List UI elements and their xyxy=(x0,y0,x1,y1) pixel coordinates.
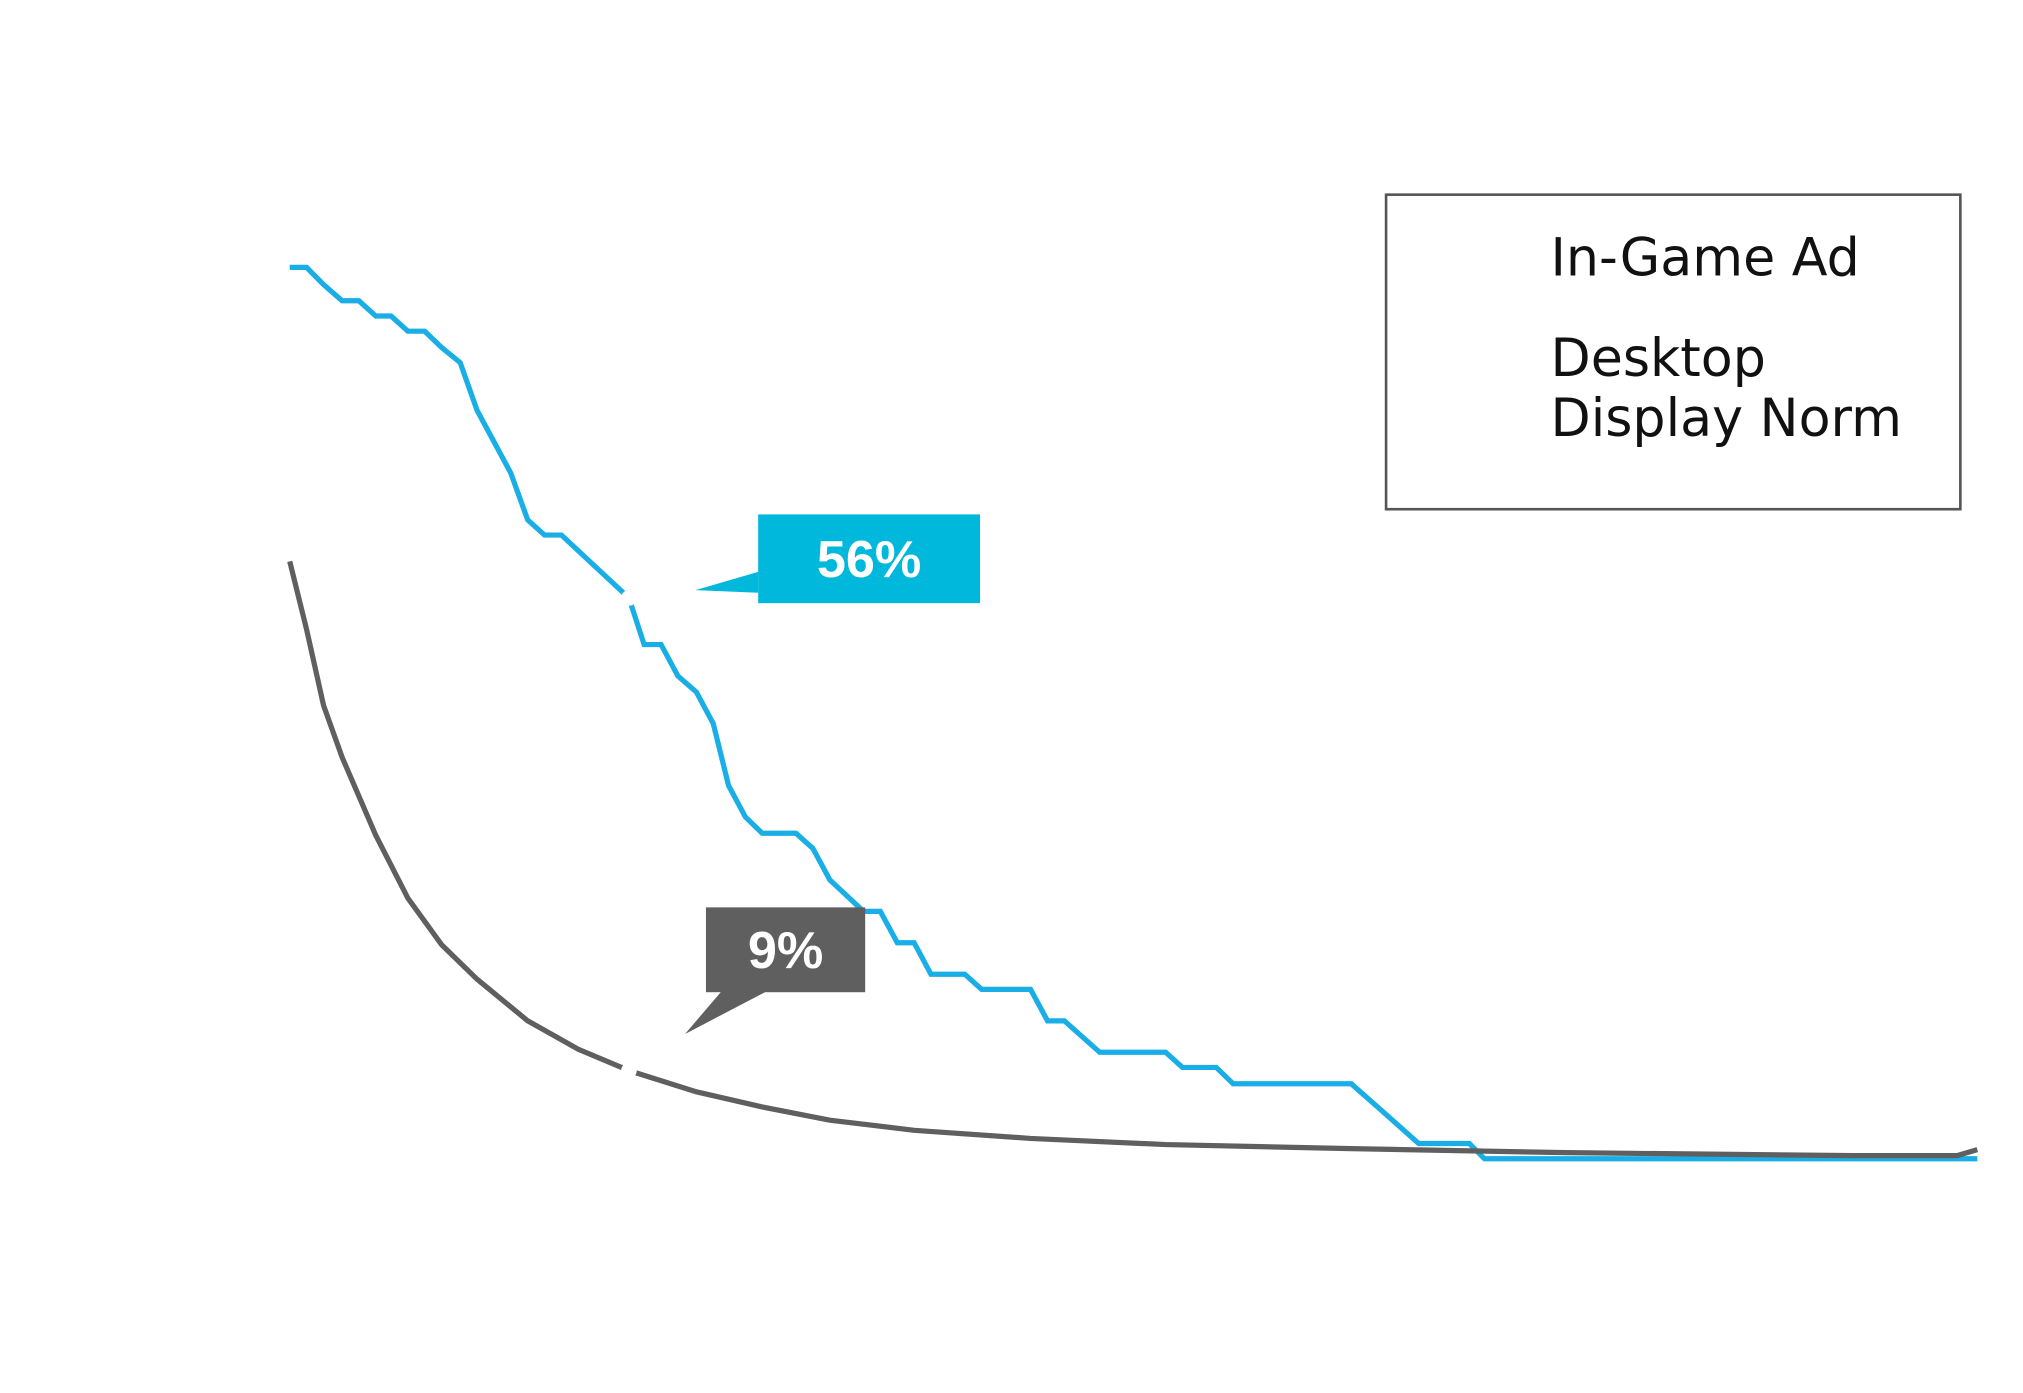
callout-gap xyxy=(621,1062,637,1079)
callout-box xyxy=(705,907,866,993)
callout-box xyxy=(758,514,981,604)
callout-stem xyxy=(695,571,759,593)
series-line xyxy=(287,560,1979,1159)
legend-box xyxy=(1384,193,1962,511)
callout-stem xyxy=(685,989,770,1034)
legend-item: Desktop Display Norm xyxy=(1550,329,1902,450)
callout-gap xyxy=(621,590,637,606)
series-line xyxy=(289,264,1978,1162)
legend-label: Desktop Display Norm xyxy=(1550,329,1902,450)
legend-item: In-Game Ad xyxy=(1550,228,1860,289)
legend-label: In-Game Ad xyxy=(1550,228,1860,289)
callout-label: 9% xyxy=(748,922,823,980)
callout-label: 56% xyxy=(817,531,921,589)
